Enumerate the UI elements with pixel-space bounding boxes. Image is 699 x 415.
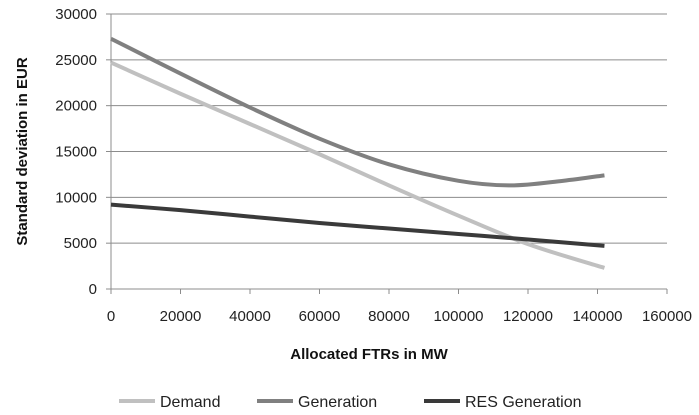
y-tick-label: 5000 — [64, 235, 97, 252]
x-tick-label: 0 — [107, 308, 115, 325]
legend: Demand Generation RES Generation — [119, 394, 582, 411]
x-tick-label: 60000 — [299, 308, 341, 325]
series-line-generation — [110, 36, 605, 188]
x-tick-label: 120000 — [503, 308, 553, 325]
y-tick-label: 0 — [89, 281, 97, 298]
x-tick-label: 80000 — [368, 308, 410, 325]
y-tick-label: 15000 — [55, 144, 97, 161]
series-line-res-generation — [110, 202, 605, 248]
legend-label-generation: Generation — [298, 394, 377, 411]
y-tick-label: 30000 — [55, 6, 97, 23]
x-tick-label: 140000 — [572, 308, 622, 325]
y-tick-label: 25000 — [55, 52, 97, 69]
x-tick-label: 20000 — [160, 308, 202, 325]
x-tick-label: 100000 — [433, 308, 483, 325]
x-tick-label: 160000 — [642, 308, 692, 325]
series-line-demand — [110, 60, 606, 270]
legend-label-demand: Demand — [160, 394, 220, 411]
legend-label-res-generation: RES Generation — [465, 394, 582, 411]
x-tick-label: 40000 — [229, 308, 271, 325]
y-tick-labels: 0 5000 10000 15000 20000 25000 30000 — [55, 6, 111, 298]
series-lines — [110, 36, 606, 270]
grid-lines — [111, 13, 667, 244]
y-axis-title: Standard deviation in EUR — [14, 57, 31, 246]
x-axis-title: Allocated FTRs in MW — [290, 346, 448, 363]
x-tick-labels: 0 20000 40000 60000 80000 100000 120000 140000 1… — [107, 289, 692, 325]
y-tick-label: 10000 — [55, 189, 97, 206]
y-tick-label: 20000 — [55, 98, 97, 115]
